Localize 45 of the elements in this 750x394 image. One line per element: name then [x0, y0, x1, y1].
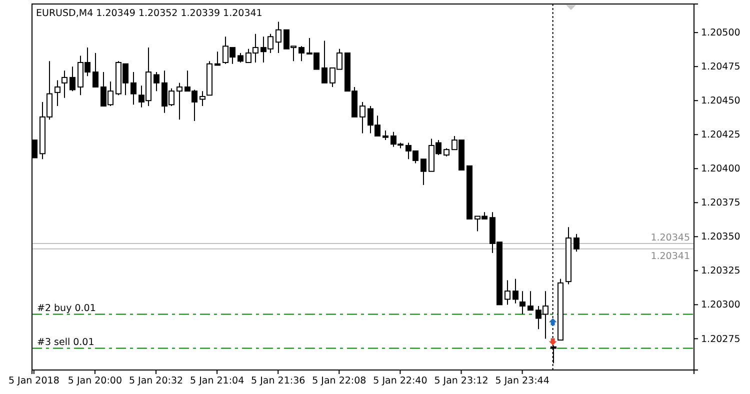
- candlestick: [154, 72, 160, 92]
- candlestick: [520, 290, 526, 315]
- text: EURUSD,M4 1.20349 1.20352 1.20339 1.20341: [36, 8, 262, 19]
- candlestick: [70, 66, 76, 92]
- y-tick-label: 1.20350: [701, 232, 740, 243]
- x-tick-label: 5 Jan 21:36: [251, 376, 306, 387]
- candlestick: [200, 90, 206, 107]
- x-tick-label: 5 Jan 22:40: [373, 376, 428, 387]
- candlestick: [360, 101, 366, 134]
- x-tick-label: 5 Jan 22:08: [312, 376, 366, 387]
- x-tick-label: 5 Jan 20:00: [68, 376, 122, 387]
- candlestick: [574, 233, 580, 252]
- candlestick: [322, 40, 328, 84]
- y-tick-label: 1.20275: [701, 334, 740, 345]
- y-tick-label: 1.20400: [701, 164, 740, 175]
- candlestick: [62, 70, 68, 98]
- candlestick: [298, 46, 304, 62]
- x-tick-label: 5 Jan 23:12: [434, 376, 488, 387]
- y-tick-label: 1.20300: [701, 300, 740, 311]
- y-tick-label: 1.20375: [701, 198, 740, 209]
- candlestick: [420, 158, 426, 186]
- candlestick: [504, 280, 510, 306]
- x-tick-label: 5 Jan 2018: [8, 376, 60, 387]
- candlestick: [176, 82, 182, 120]
- ref-line-label: #2 buy 0.01: [37, 303, 96, 314]
- candlestick: [382, 130, 388, 141]
- candlestick: [528, 290, 534, 311]
- y-tick-label: 1.20500: [701, 28, 740, 39]
- ref-line-label: #3 sell 0.01: [37, 337, 94, 348]
- candlestick: [92, 52, 98, 88]
- candlestick: [238, 52, 244, 64]
- x-tick-label: 5 Jan 23:44: [495, 376, 550, 387]
- y-tick-label: 1.20475: [701, 62, 740, 73]
- x-tick-label: 5 Jan 21:04: [190, 376, 244, 387]
- candlestick: [54, 80, 60, 107]
- y-tick-label: 1.20425: [701, 130, 740, 141]
- candlestick: [130, 72, 136, 106]
- candlestick: [276, 21, 282, 54]
- y-tick-label: 1.20325: [701, 266, 740, 277]
- ref-line-label: 1.20341: [650, 250, 690, 262]
- x-tick-label: 5 Jan 20:32: [128, 376, 184, 387]
- candlestick: [214, 51, 220, 66]
- ref-line-label: 1.20345: [650, 232, 690, 244]
- y-tick-label: 1.20450: [701, 96, 740, 107]
- candlestick: [512, 278, 518, 304]
